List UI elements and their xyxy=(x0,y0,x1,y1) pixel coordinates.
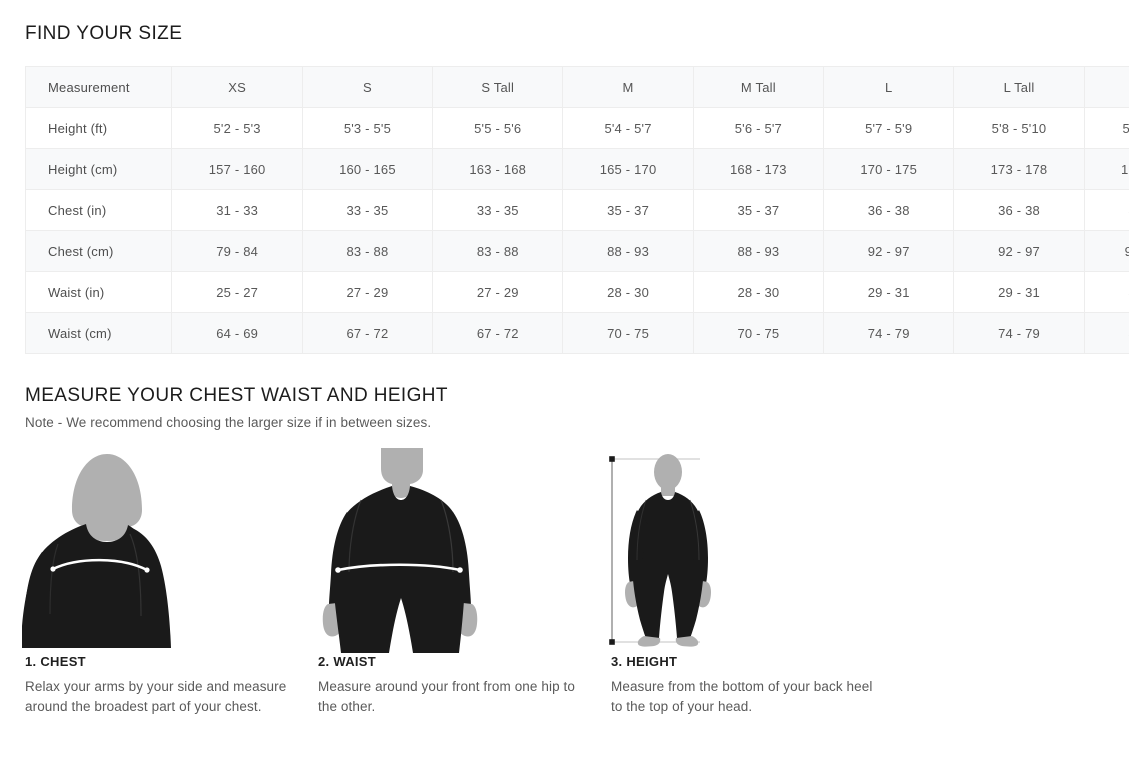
table-row: Waist (cm) 64 - 69 67 - 72 67 - 72 70 - … xyxy=(25,312,1129,354)
table-cell: 32 - 34 xyxy=(1083,271,1129,313)
size-table-container: Measurement XS S S Tall M M Tall L L Tal… xyxy=(25,66,1129,356)
table-cell: 157 - 160 xyxy=(171,148,303,190)
row-label: Height (ft) xyxy=(25,107,173,149)
table-cell: 5'2 - 5'3 xyxy=(171,107,303,149)
chest-measurement-figure-icon xyxy=(20,448,195,653)
table-cell: 64 - 69 xyxy=(171,312,303,354)
table-cell: 83 - 88 xyxy=(301,230,434,272)
table-cell: 70 - 75 xyxy=(692,312,825,354)
table-cell: 5'7 - 5'9 xyxy=(823,107,955,149)
table-cell: 88 - 93 xyxy=(692,230,825,272)
caption-waist: 2. WAIST Measure around your front from … xyxy=(318,654,576,717)
table-cell: 36 - 38 xyxy=(953,189,1085,231)
column-header-xs: XS xyxy=(171,66,303,108)
column-header-m-tall: M Tall xyxy=(692,66,825,108)
find-your-size-heading: FIND YOUR SIZE xyxy=(25,23,183,44)
table-cell: 36 - 38 xyxy=(823,189,955,231)
table-cell: 25 - 27 xyxy=(171,271,303,313)
measure-instructions-heading: MEASURE YOUR CHEST WAIST AND HEIGHT xyxy=(25,385,448,406)
table-row: Chest (in) 31 - 33 33 - 35 33 - 35 35 - … xyxy=(25,189,1129,231)
table-cell: 5'6 - 5'7 xyxy=(692,107,825,149)
column-header-s: S xyxy=(301,66,434,108)
table-cell: 35 - 37 xyxy=(562,189,694,231)
table-cell: 5'3 - 5'5 xyxy=(301,107,434,149)
table-cell: 33 - 35 xyxy=(301,189,434,231)
row-label: Height (cm) xyxy=(25,148,173,190)
table-cell: 168 - 173 xyxy=(692,148,825,190)
column-header-measurement: Measurement xyxy=(25,66,173,108)
table-row: Chest (cm) 79 - 84 83 - 88 83 - 88 88 - … xyxy=(25,230,1129,272)
sizing-note: Note - We recommend choosing the larger … xyxy=(25,415,432,430)
row-label: Chest (cm) xyxy=(25,230,173,272)
column-header-xl: XL xyxy=(1083,66,1129,108)
row-label: Waist (in) xyxy=(25,271,173,313)
column-header-m: M xyxy=(562,66,694,108)
table-cell: 5'9 - 5'11 xyxy=(1083,107,1129,149)
table-cell: 92 - 97 xyxy=(953,230,1085,272)
caption-chest: 1. CHEST Relax your arms by your side an… xyxy=(25,654,293,717)
table-cell: 175 - 180 xyxy=(1083,148,1129,190)
table-cell: 92 - 97 xyxy=(823,230,955,272)
table-cell: 67 - 72 xyxy=(432,312,564,354)
measurement-illustrations xyxy=(0,448,1129,663)
waist-measurement-figure-icon xyxy=(313,448,493,653)
caption-body: Measure from the bottom of your back hee… xyxy=(611,679,873,714)
table-cell: 31 - 33 xyxy=(171,189,303,231)
table-cell: 88 - 93 xyxy=(562,230,694,272)
table-cell: 38 - 40 xyxy=(1083,189,1129,231)
table-cell: 67 - 72 xyxy=(301,312,434,354)
table-cell: 165 - 170 xyxy=(562,148,694,190)
caption-title: 1. CHEST xyxy=(25,654,86,669)
table-cell: 33 - 35 xyxy=(432,189,564,231)
table-cell: 163 - 168 xyxy=(432,148,564,190)
caption-body: Relax your arms by your side and measure… xyxy=(25,679,287,714)
table-cell: 5'4 - 5'7 xyxy=(562,107,694,149)
table-cell: 74 - 79 xyxy=(953,312,1085,354)
table-cell: 27 - 29 xyxy=(301,271,434,313)
table-cell: 35 - 37 xyxy=(692,189,825,231)
column-header-s-tall: S Tall xyxy=(432,66,564,108)
table-cell: 70 - 75 xyxy=(562,312,694,354)
table-row: Waist (in) 25 - 27 27 - 29 27 - 29 28 - … xyxy=(25,271,1129,313)
table-cell: 173 - 178 xyxy=(953,148,1085,190)
caption-title: 3. HEIGHT xyxy=(611,654,678,669)
row-label: Waist (cm) xyxy=(25,312,173,354)
table-cell: 29 - 31 xyxy=(823,271,955,313)
caption-body: Measure around your front from one hip t… xyxy=(318,679,575,714)
table-cell: 5'5 - 5'6 xyxy=(432,107,564,149)
table-cell: 160 - 165 xyxy=(301,148,434,190)
table-cell: 81 - 86 xyxy=(1083,312,1129,354)
column-header-l-tall: L Tall xyxy=(953,66,1085,108)
table-cell: 97 - 102 xyxy=(1083,230,1129,272)
table-cell: 5'8 - 5'10 xyxy=(953,107,1085,149)
caption-height: 3. HEIGHT Measure from the bottom of you… xyxy=(611,654,873,717)
table-cell: 79 - 84 xyxy=(171,230,303,272)
size-chart-table: Measurement XS S S Tall M M Tall L L Tal… xyxy=(25,66,1129,354)
table-cell: 28 - 30 xyxy=(562,271,694,313)
row-label: Chest (in) xyxy=(25,189,173,231)
table-row: Height (cm) 157 - 160 160 - 165 163 - 16… xyxy=(25,148,1129,190)
table-cell: 28 - 30 xyxy=(692,271,825,313)
table-cell: 29 - 31 xyxy=(953,271,1085,313)
table-cell: 83 - 88 xyxy=(432,230,564,272)
height-measurement-figure-icon xyxy=(604,448,734,653)
table-header-row: Measurement XS S S Tall M M Tall L L Tal… xyxy=(25,66,1129,108)
table-row: Height (ft) 5'2 - 5'3 5'3 - 5'5 5'5 - 5'… xyxy=(25,107,1129,149)
table-cell: 74 - 79 xyxy=(823,312,955,354)
column-header-l: L xyxy=(823,66,955,108)
table-cell: 170 - 175 xyxy=(823,148,955,190)
table-cell: 27 - 29 xyxy=(432,271,564,313)
caption-title: 2. WAIST xyxy=(318,654,377,669)
